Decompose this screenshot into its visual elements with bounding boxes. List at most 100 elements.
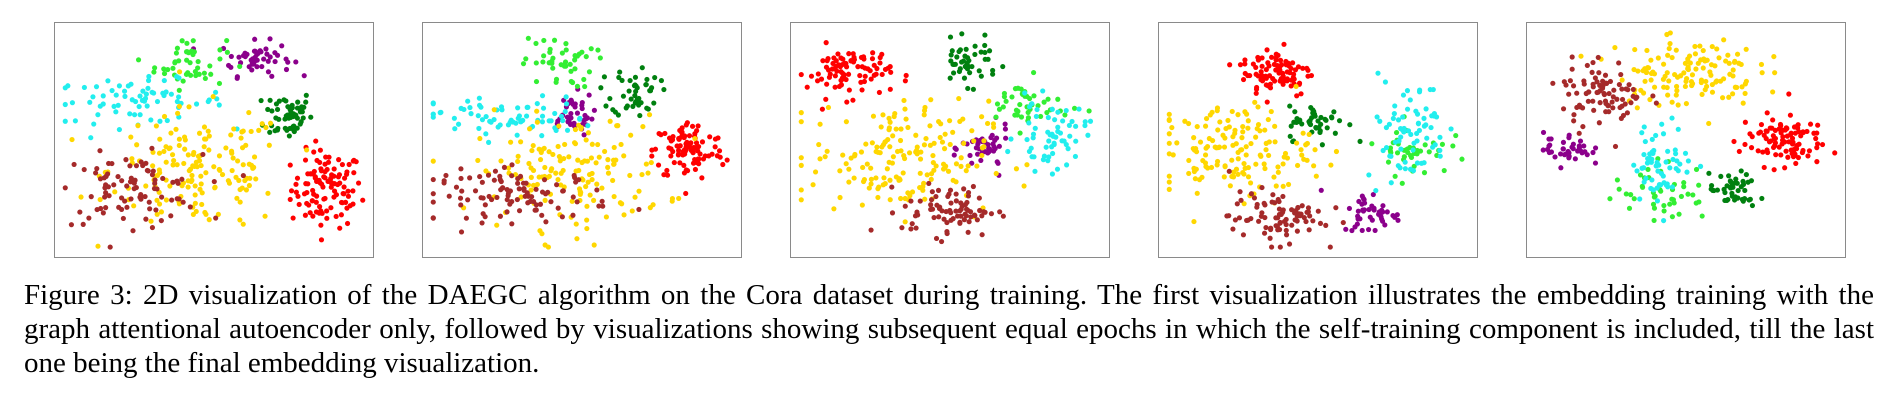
scatter-point bbox=[840, 152, 846, 158]
scatter-point bbox=[1360, 195, 1366, 201]
scatter-point bbox=[1318, 114, 1324, 120]
scatter-point bbox=[213, 89, 219, 95]
scatter-point bbox=[72, 118, 78, 124]
scatter-point bbox=[877, 54, 883, 61]
scatter-point bbox=[1676, 211, 1682, 217]
scatter-point bbox=[1045, 96, 1051, 102]
scatter-point bbox=[1378, 214, 1384, 220]
scatter-point bbox=[1305, 205, 1312, 211]
cluster-1 bbox=[649, 120, 730, 197]
scatter-point bbox=[884, 166, 890, 172]
scatter-point bbox=[274, 106, 281, 113]
scatter-point bbox=[963, 213, 969, 219]
scatter-point bbox=[175, 110, 181, 116]
scatter-point bbox=[293, 59, 299, 65]
scatter-point bbox=[1024, 162, 1030, 168]
scatter-point bbox=[827, 71, 833, 77]
scatter-point bbox=[1245, 118, 1251, 124]
scatter-point bbox=[180, 78, 186, 84]
scatter-point bbox=[958, 213, 964, 219]
scatter-point bbox=[231, 126, 237, 132]
scatter-point bbox=[965, 163, 971, 169]
scatter-point bbox=[874, 144, 880, 150]
scatter-point bbox=[816, 141, 822, 148]
scatter-point bbox=[712, 144, 718, 150]
scatter-point bbox=[985, 56, 991, 62]
scatter-point bbox=[1277, 219, 1283, 226]
scatter-point bbox=[945, 168, 952, 174]
scatter-point bbox=[240, 173, 246, 179]
scatter-point bbox=[302, 212, 308, 218]
scatter-point bbox=[1414, 151, 1420, 157]
scatter-point bbox=[1245, 174, 1252, 180]
scatter-point bbox=[561, 63, 568, 69]
scatter-point bbox=[360, 197, 366, 203]
scatter-point bbox=[307, 210, 313, 216]
scatter-point bbox=[957, 219, 963, 225]
scatter-point bbox=[565, 119, 571, 125]
scatter-point bbox=[568, 68, 574, 74]
scatter-point bbox=[546, 118, 552, 124]
scatter-point bbox=[1203, 116, 1210, 122]
scatter-point bbox=[984, 149, 990, 155]
scatter-point bbox=[627, 78, 633, 84]
scatter-point bbox=[182, 146, 188, 152]
scatter-point bbox=[1721, 76, 1727, 82]
scatter-point bbox=[537, 156, 544, 163]
scatter-point bbox=[200, 151, 206, 158]
scatter-point bbox=[818, 76, 825, 82]
scatter-point bbox=[810, 182, 816, 188]
scatter-point bbox=[864, 161, 870, 167]
scatter-point bbox=[1166, 140, 1172, 146]
scatter-point bbox=[187, 204, 193, 210]
scatter-point bbox=[145, 77, 152, 84]
scatter-point bbox=[1392, 103, 1398, 109]
scatter-point bbox=[151, 69, 157, 75]
scatter-point bbox=[990, 71, 996, 77]
scatter-point bbox=[553, 79, 559, 85]
scatter-point bbox=[982, 49, 988, 56]
scatter-point bbox=[111, 103, 117, 109]
scatter-point bbox=[201, 124, 208, 130]
scatter-point bbox=[1230, 174, 1237, 180]
scatter-point bbox=[344, 220, 351, 227]
scatter-point bbox=[1288, 123, 1294, 129]
scatter-point bbox=[577, 191, 583, 197]
scatter-point bbox=[1290, 60, 1296, 66]
scatter-point bbox=[1275, 164, 1281, 170]
scatter-point bbox=[1392, 173, 1398, 179]
scatter-point bbox=[928, 97, 934, 103]
scatter-point bbox=[940, 161, 947, 167]
scatter-point bbox=[585, 130, 592, 136]
scatter-point bbox=[1666, 46, 1672, 52]
scatter-point bbox=[1832, 150, 1838, 156]
scatter-point bbox=[154, 211, 160, 217]
scatter-point bbox=[328, 205, 334, 211]
scatter-point bbox=[1307, 213, 1313, 219]
scatter-point bbox=[258, 97, 264, 104]
scatter-point bbox=[1374, 114, 1380, 120]
scatter-point bbox=[1041, 99, 1047, 105]
scatter-point bbox=[187, 166, 194, 172]
scatter-point bbox=[1637, 172, 1644, 178]
scatter-point bbox=[459, 188, 465, 194]
scatter-point bbox=[1689, 81, 1696, 87]
scatter-point bbox=[1396, 138, 1402, 144]
scatter-point bbox=[1702, 58, 1708, 64]
scatter-point bbox=[838, 77, 844, 83]
scatter-point bbox=[605, 170, 612, 176]
scatter-point bbox=[808, 73, 815, 79]
scatter-point bbox=[1377, 118, 1383, 124]
scatter-point bbox=[1365, 226, 1372, 233]
scatter-point bbox=[213, 215, 219, 221]
scatter-point bbox=[451, 115, 457, 121]
scatter-point bbox=[579, 159, 585, 166]
scatter-point bbox=[902, 203, 908, 209]
scatter-point bbox=[1413, 108, 1419, 114]
scatter-point bbox=[1601, 79, 1607, 85]
scatter-point bbox=[148, 117, 154, 123]
scatter-point bbox=[1253, 64, 1259, 70]
scatter-point bbox=[1234, 201, 1240, 207]
scatter-point bbox=[308, 114, 314, 120]
scatter-point bbox=[1221, 174, 1227, 180]
